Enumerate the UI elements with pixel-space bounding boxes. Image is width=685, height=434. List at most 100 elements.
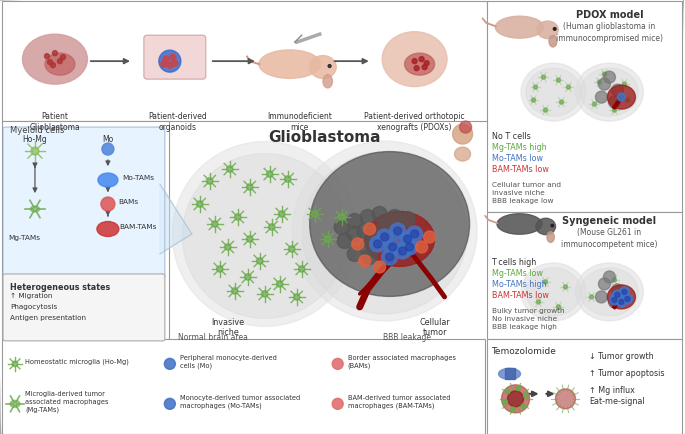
Text: Mg-TAMs high: Mg-TAMs high xyxy=(492,143,546,152)
Ellipse shape xyxy=(575,263,643,321)
Ellipse shape xyxy=(182,154,347,319)
Text: BAM-derived tumor associated
macrophages (BAM-TAMs): BAM-derived tumor associated macrophages… xyxy=(348,394,450,408)
Text: Bulky tumor growth
No invasive niche
BBB leakage high: Bulky tumor growth No invasive niche BBB… xyxy=(492,307,564,329)
Circle shape xyxy=(299,266,305,273)
Circle shape xyxy=(543,280,547,284)
Circle shape xyxy=(395,243,410,260)
Ellipse shape xyxy=(259,51,321,79)
Circle shape xyxy=(247,236,253,243)
Circle shape xyxy=(593,103,597,107)
Circle shape xyxy=(616,297,626,307)
Text: T cells high: T cells high xyxy=(492,257,537,266)
Text: Homeostatic microglia (Ho-Mg): Homeostatic microglia (Ho-Mg) xyxy=(25,358,129,364)
Circle shape xyxy=(542,76,545,80)
Circle shape xyxy=(625,297,630,302)
Circle shape xyxy=(612,298,617,303)
Text: Glioblastoma: Glioblastoma xyxy=(269,130,381,145)
Ellipse shape xyxy=(580,69,638,117)
Circle shape xyxy=(161,62,167,68)
Circle shape xyxy=(612,284,623,296)
Circle shape xyxy=(385,240,401,255)
Ellipse shape xyxy=(526,268,581,316)
Text: Immunodeficient
mice: Immunodeficient mice xyxy=(267,112,332,132)
Circle shape xyxy=(460,122,471,134)
Circle shape xyxy=(612,85,623,97)
Circle shape xyxy=(564,285,567,289)
Circle shape xyxy=(536,300,540,304)
Circle shape xyxy=(387,210,402,225)
Circle shape xyxy=(31,148,39,156)
Circle shape xyxy=(359,255,371,267)
Text: BBB leakage: BBB leakage xyxy=(383,332,431,341)
Ellipse shape xyxy=(323,76,332,89)
Ellipse shape xyxy=(580,268,638,316)
Text: Antigen presentation: Antigen presentation xyxy=(10,314,86,320)
Circle shape xyxy=(521,404,526,409)
Text: Mo-TAMs: Mo-TAMs xyxy=(122,174,154,181)
Circle shape xyxy=(619,300,624,305)
Circle shape xyxy=(347,247,362,262)
Circle shape xyxy=(159,51,181,73)
Circle shape xyxy=(515,386,521,391)
Circle shape xyxy=(422,66,427,70)
Circle shape xyxy=(623,294,632,304)
Circle shape xyxy=(53,52,58,56)
Circle shape xyxy=(102,144,114,156)
Circle shape xyxy=(269,224,275,230)
Ellipse shape xyxy=(10,401,20,408)
Circle shape xyxy=(553,29,556,31)
FancyBboxPatch shape xyxy=(144,36,206,80)
Circle shape xyxy=(234,214,241,220)
Ellipse shape xyxy=(549,36,557,48)
Circle shape xyxy=(599,278,610,290)
Circle shape xyxy=(608,97,621,109)
Circle shape xyxy=(590,295,593,299)
Circle shape xyxy=(615,293,620,298)
Circle shape xyxy=(401,240,418,255)
Text: BAM-TAMs low: BAM-TAMs low xyxy=(492,164,549,174)
Circle shape xyxy=(227,167,233,173)
Text: ↑ Mg influx
Eat-me-signal: ↑ Mg influx Eat-me-signal xyxy=(590,385,645,405)
Circle shape xyxy=(503,400,508,404)
Text: BAM-TAMs low: BAM-TAMs low xyxy=(492,290,549,299)
Ellipse shape xyxy=(30,207,40,213)
Text: Border associated macrophages
(BAMs): Border associated macrophages (BAMs) xyxy=(348,354,456,368)
Text: (Human glioblastoma in
immunocompromised mice): (Human glioblastoma in immunocompromised… xyxy=(556,22,663,43)
Circle shape xyxy=(332,398,343,409)
Circle shape xyxy=(386,253,394,261)
Circle shape xyxy=(212,221,218,228)
Text: ↑ Tumor apoptosis: ↑ Tumor apoptosis xyxy=(590,368,665,377)
FancyBboxPatch shape xyxy=(3,274,165,341)
Ellipse shape xyxy=(23,35,88,85)
Text: No T cells: No T cells xyxy=(492,132,530,141)
Circle shape xyxy=(416,241,427,253)
Circle shape xyxy=(232,288,238,294)
Circle shape xyxy=(617,94,625,102)
Text: ↓ Tumor growth: ↓ Tumor growth xyxy=(590,351,654,360)
Circle shape xyxy=(294,294,300,300)
Ellipse shape xyxy=(521,263,586,321)
Circle shape xyxy=(556,305,560,309)
Circle shape xyxy=(347,214,362,229)
Circle shape xyxy=(373,240,382,248)
Circle shape xyxy=(370,237,386,253)
Ellipse shape xyxy=(537,22,558,39)
Ellipse shape xyxy=(310,56,336,79)
Text: Mo-TAMs high: Mo-TAMs high xyxy=(492,279,546,288)
Circle shape xyxy=(390,224,406,240)
Circle shape xyxy=(612,290,623,300)
Circle shape xyxy=(612,278,616,282)
Circle shape xyxy=(406,243,414,251)
Circle shape xyxy=(603,271,615,283)
Circle shape xyxy=(399,247,407,255)
Text: Phagocytosis: Phagocytosis xyxy=(10,303,58,309)
Ellipse shape xyxy=(173,142,357,327)
Circle shape xyxy=(357,224,372,239)
Text: Mg-TAMs: Mg-TAMs xyxy=(8,234,40,240)
Text: Ho-Mg: Ho-Mg xyxy=(23,135,47,144)
Circle shape xyxy=(60,56,66,60)
Circle shape xyxy=(257,258,263,265)
Circle shape xyxy=(334,220,349,235)
Circle shape xyxy=(245,274,251,280)
Circle shape xyxy=(163,57,169,63)
